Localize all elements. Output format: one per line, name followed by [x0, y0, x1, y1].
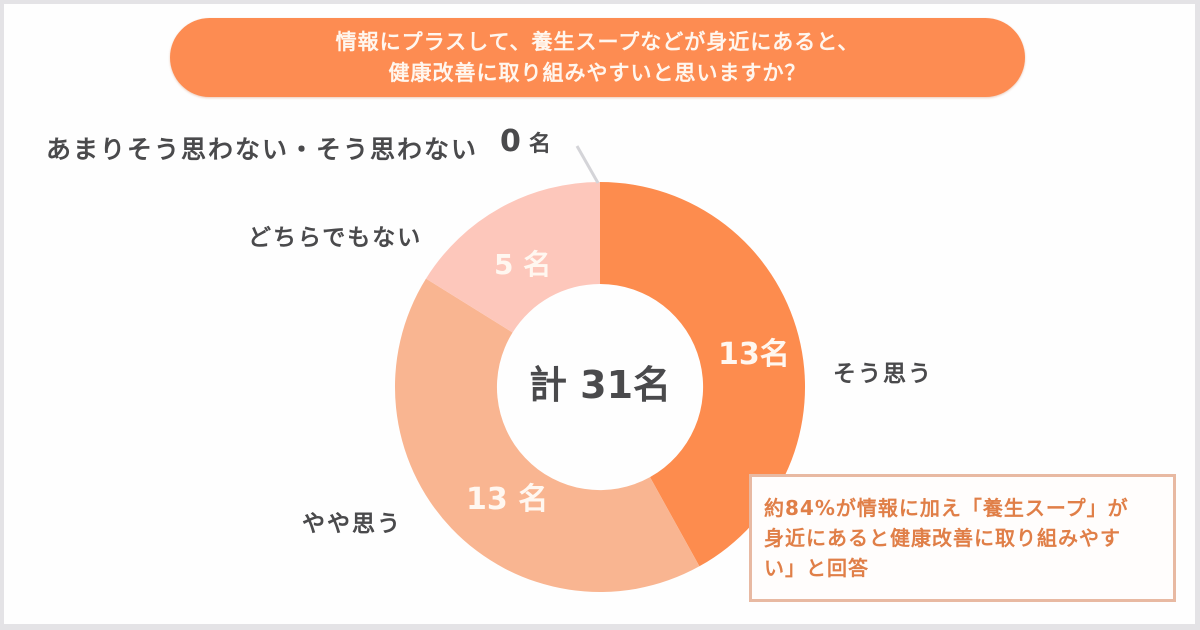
segment-label-yes: 13名 — [718, 337, 790, 372]
label-negative: あまりそう思わない・そう思わない — [46, 135, 479, 164]
label-somewhat: やや思う — [302, 511, 402, 537]
segment-neutral — [426, 182, 600, 333]
title-line-2: 健康改善に取り組みやすいと思いますか？ — [388, 60, 807, 85]
leader-line — [575, 145, 600, 184]
callout-line-3: い」と回答 — [764, 556, 869, 580]
center-total: 計 31名 — [529, 363, 671, 407]
segment-label-somewhat: 13 名 — [466, 482, 548, 517]
title-line-1: 情報にプラスして、養生スープなどが身近にあると、 — [335, 29, 860, 54]
chart-title: 情報にプラスして、養生スープなどが身近にあると、 健康改善に取り組みやすいと思い… — [170, 18, 1025, 97]
segment-label-neutral: 5 名 — [494, 248, 551, 281]
label-neutral: どちらでもない — [248, 225, 423, 251]
callout-line-2: 身近にあると健康改善に取り組みやす — [764, 526, 1121, 550]
negative-count-unit: 名 — [528, 132, 551, 157]
negative-count-value: 0 — [500, 124, 521, 159]
summary-callout: 約84%が情報に加え「養生スープ」が 身近にあると健康改善に取り組みやす い」と… — [749, 474, 1176, 602]
segment-yes — [600, 182, 806, 567]
callout-line-1: 約84%が情報に加え「養生スープ」が — [764, 496, 1129, 520]
segment-somewhat — [394, 278, 700, 593]
label-yes: そう思う — [833, 361, 933, 387]
